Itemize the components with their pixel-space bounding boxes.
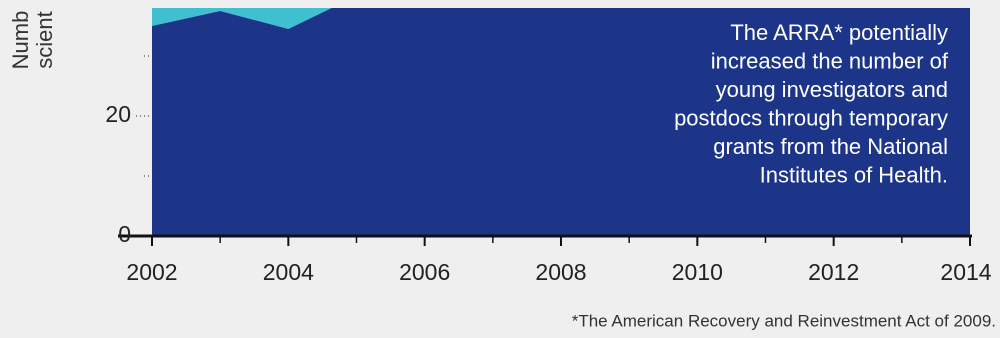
x-tick-label: 2010 <box>672 259 723 285</box>
annotation: postdocs through temporary <box>674 105 948 130</box>
annotation: young investigators and <box>716 77 948 102</box>
x-tick-label: 2002 <box>126 259 177 285</box>
y-axis-label: scient <box>32 11 57 68</box>
footnote: *The American Recovery and Reinvestment … <box>572 311 996 330</box>
area <box>152 8 332 29</box>
x-tick-label: 2014 <box>940 259 991 285</box>
annotation: increased the number of <box>711 48 949 73</box>
y-tick-label: 20 <box>105 101 131 127</box>
y-axis-label: Numb <box>8 11 33 70</box>
x-tick-label: 2012 <box>808 259 859 285</box>
annotation: The ARRA* potentially <box>730 20 948 45</box>
y-tick-label: 0 <box>118 221 131 247</box>
annotation: Institutes of Health. <box>760 162 948 187</box>
x-tick-label: 2004 <box>263 259 314 285</box>
x-tick-label: 2006 <box>399 259 450 285</box>
annotation: grants from the National <box>713 134 948 159</box>
x-tick-label: 2008 <box>535 259 586 285</box>
plot-area <box>152 8 970 236</box>
area <box>152 8 970 236</box>
